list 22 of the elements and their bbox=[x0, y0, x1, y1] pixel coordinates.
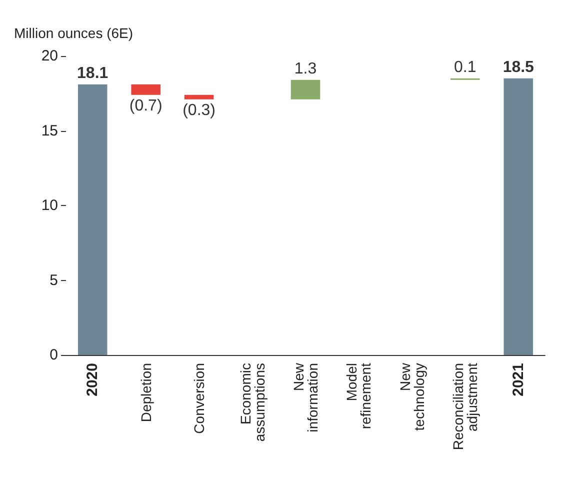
y-tick-label: 5 bbox=[50, 272, 58, 289]
data-label: 1.3 bbox=[294, 60, 317, 78]
bar bbox=[184, 94, 214, 100]
bar bbox=[131, 84, 160, 95]
x-tick-label: Conversion bbox=[191, 363, 208, 434]
data-label: 18.1 bbox=[77, 64, 108, 82]
bar bbox=[290, 80, 320, 100]
x-tick-label: 2020 bbox=[84, 363, 102, 396]
bar bbox=[78, 84, 108, 355]
data-label: 0.1 bbox=[454, 58, 476, 76]
data-label: (0.3) bbox=[182, 102, 216, 119]
x-tick-label: Economic assumptions bbox=[237, 363, 268, 442]
y-axis-title: Million ounces (6E) bbox=[14, 25, 134, 41]
data-label: 18.5 bbox=[502, 58, 534, 76]
y-tick-label: 20 bbox=[41, 48, 58, 64]
y-tick-label: 15 bbox=[41, 122, 58, 140]
x-tick-label: Depletion bbox=[138, 363, 154, 422]
y-tick-label: 0 bbox=[50, 346, 58, 364]
bar bbox=[504, 78, 534, 355]
y-tick-label: 10 bbox=[41, 197, 58, 214]
x-tick-label: 2021 bbox=[510, 363, 527, 396]
data-label: (0.7) bbox=[129, 97, 162, 114]
